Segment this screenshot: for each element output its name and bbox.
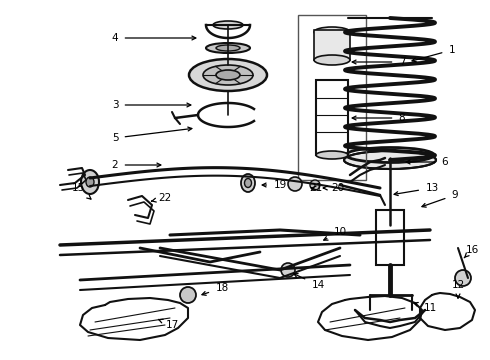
Ellipse shape bbox=[86, 177, 94, 187]
Text: 1: 1 bbox=[412, 45, 455, 62]
Ellipse shape bbox=[206, 43, 250, 53]
Ellipse shape bbox=[81, 170, 99, 194]
Circle shape bbox=[288, 177, 302, 191]
Ellipse shape bbox=[314, 27, 350, 37]
Bar bbox=[314, 30, 350, 60]
Text: 20: 20 bbox=[323, 183, 344, 193]
Text: 8: 8 bbox=[352, 113, 405, 123]
Ellipse shape bbox=[216, 45, 240, 51]
Text: 14: 14 bbox=[294, 274, 325, 290]
Text: 11: 11 bbox=[414, 302, 437, 313]
Ellipse shape bbox=[344, 151, 436, 169]
Ellipse shape bbox=[213, 21, 243, 29]
Ellipse shape bbox=[314, 55, 350, 65]
Circle shape bbox=[180, 287, 196, 303]
Text: 22: 22 bbox=[151, 193, 172, 203]
Ellipse shape bbox=[203, 65, 253, 85]
Text: 6: 6 bbox=[406, 157, 448, 167]
Text: 9: 9 bbox=[422, 190, 458, 207]
Circle shape bbox=[281, 263, 295, 277]
Circle shape bbox=[310, 180, 320, 190]
Text: 7: 7 bbox=[352, 57, 405, 67]
Text: 21: 21 bbox=[309, 183, 322, 193]
Text: 4: 4 bbox=[112, 33, 196, 43]
Circle shape bbox=[455, 270, 471, 286]
Text: 16: 16 bbox=[464, 245, 479, 258]
Bar bbox=[298, 15, 366, 180]
Ellipse shape bbox=[241, 174, 255, 192]
Text: 5: 5 bbox=[112, 127, 192, 143]
Text: 2: 2 bbox=[112, 160, 161, 170]
Text: 15: 15 bbox=[72, 183, 91, 199]
Ellipse shape bbox=[189, 59, 267, 91]
Text: 12: 12 bbox=[451, 280, 465, 298]
Text: 3: 3 bbox=[112, 100, 191, 110]
Text: 10: 10 bbox=[324, 227, 346, 240]
Text: 19: 19 bbox=[262, 180, 287, 190]
Text: 18: 18 bbox=[202, 283, 229, 295]
Ellipse shape bbox=[316, 151, 348, 159]
Text: 13: 13 bbox=[394, 183, 439, 195]
Ellipse shape bbox=[245, 179, 251, 188]
Ellipse shape bbox=[216, 70, 240, 80]
Bar bbox=[376, 210, 404, 265]
Bar bbox=[316, 80, 348, 155]
Text: 17: 17 bbox=[158, 319, 179, 330]
